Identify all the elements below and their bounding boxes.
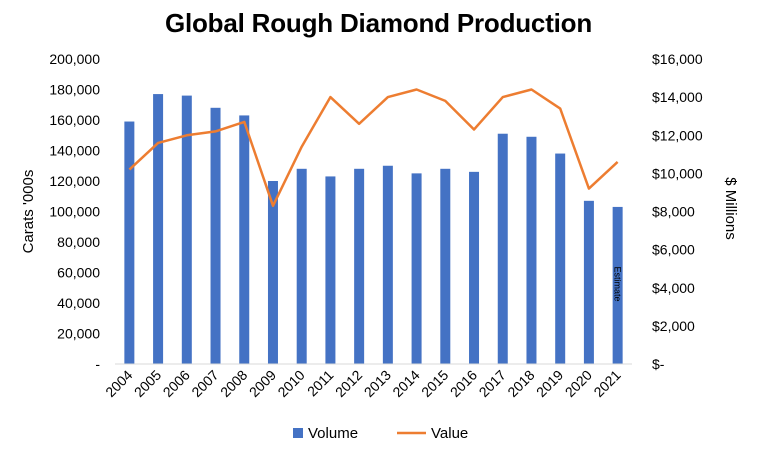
x-tick-label: 2018 bbox=[504, 367, 537, 400]
x-tick-label: 2019 bbox=[533, 367, 566, 400]
x-tick-label: 2021 bbox=[590, 367, 623, 400]
volume-bar bbox=[153, 94, 164, 364]
y-tick-label: - bbox=[95, 356, 100, 372]
y-tick-label: 120,000 bbox=[49, 173, 100, 189]
y2-tick-label: $14,000 bbox=[652, 89, 703, 105]
y2-tick-label: $16,000 bbox=[652, 51, 703, 67]
right-axis-ticks: $- $2,000 $4,000 $6,000 $8,000 $10,000 $12,000… bbox=[652, 51, 703, 372]
x-tick-label: 2006 bbox=[160, 367, 193, 400]
x-tick-label: 2009 bbox=[246, 367, 279, 400]
legend-volume-label: Volume bbox=[308, 425, 358, 442]
x-tick-label: 2004 bbox=[102, 367, 135, 400]
y-tick-label: 20,000 bbox=[57, 326, 100, 342]
volume-bar bbox=[497, 133, 508, 364]
x-tick-label: 2010 bbox=[274, 367, 307, 400]
estimate-annotation: Estimate bbox=[613, 266, 623, 301]
y2-tick-label: $10,000 bbox=[652, 165, 703, 181]
y-tick-label: 200,000 bbox=[49, 51, 100, 67]
y2-tick-label: $4,000 bbox=[652, 280, 695, 296]
y2-tick-label: $12,000 bbox=[652, 127, 703, 143]
y-tick-label: 180,000 bbox=[49, 82, 100, 98]
volume-bar bbox=[411, 173, 422, 364]
chart-title: Global Rough Diamond Production bbox=[164, 8, 593, 38]
x-tick-label: 2011 bbox=[304, 367, 337, 400]
volume-bar bbox=[181, 95, 192, 364]
x-tick-label: 2007 bbox=[188, 367, 221, 400]
volume-bar bbox=[440, 168, 451, 364]
volume-bar bbox=[124, 121, 135, 365]
legend-value-label: Value bbox=[431, 425, 468, 442]
volume-bars bbox=[124, 94, 623, 365]
x-axis-ticks: 2004200520062007200820092010201120122013… bbox=[102, 367, 624, 400]
volume-bar bbox=[296, 168, 307, 364]
y-tick-label: 80,000 bbox=[57, 234, 100, 250]
y-tick-label: 160,000 bbox=[49, 112, 100, 128]
value-line bbox=[128, 88, 619, 208]
x-tick-label: 2012 bbox=[332, 367, 365, 400]
y-axis-title: Carats '000s bbox=[20, 170, 37, 254]
volume-bar bbox=[526, 136, 537, 364]
volume-bar bbox=[210, 107, 221, 365]
volume-bar bbox=[267, 181, 278, 364]
volume-bar bbox=[239, 115, 250, 364]
x-tick-label: 2015 bbox=[418, 367, 451, 400]
x-tick-label: 2020 bbox=[562, 367, 595, 400]
left-axis-ticks: - 20,000 40,000 60,000 80,000 100,000 120,000 1… bbox=[49, 51, 100, 372]
legend-volume-swatch bbox=[293, 428, 303, 438]
y-tick-label: 140,000 bbox=[49, 143, 100, 159]
legend: Volume Value bbox=[293, 425, 468, 442]
volume-bar bbox=[555, 153, 566, 364]
x-tick-label: 2013 bbox=[361, 367, 394, 400]
x-tick-label: 2014 bbox=[389, 367, 422, 400]
y-tick-label: 40,000 bbox=[57, 295, 100, 311]
volume-bar bbox=[325, 176, 336, 364]
y2-tick-label: $2,000 bbox=[652, 318, 695, 334]
y-tick-label: 60,000 bbox=[57, 265, 100, 281]
x-tick-label: 2008 bbox=[217, 367, 250, 400]
volume-bar bbox=[382, 165, 393, 364]
x-tick-label: 2005 bbox=[131, 367, 164, 400]
y2-axis-title: $ Millions bbox=[722, 177, 739, 240]
value-line-layer bbox=[128, 88, 619, 208]
y2-tick-label: $8,000 bbox=[652, 204, 695, 220]
volume-bar bbox=[612, 206, 623, 364]
y2-tick-label: $6,000 bbox=[652, 242, 695, 258]
volume-bar bbox=[469, 171, 480, 364]
volume-bar bbox=[583, 200, 594, 364]
volume-bar bbox=[354, 168, 365, 364]
x-tick-label: 2017 bbox=[476, 367, 509, 400]
y-tick-label: 100,000 bbox=[49, 204, 100, 220]
y2-tick-label: $- bbox=[652, 356, 665, 372]
x-tick-label: 2016 bbox=[447, 367, 480, 400]
